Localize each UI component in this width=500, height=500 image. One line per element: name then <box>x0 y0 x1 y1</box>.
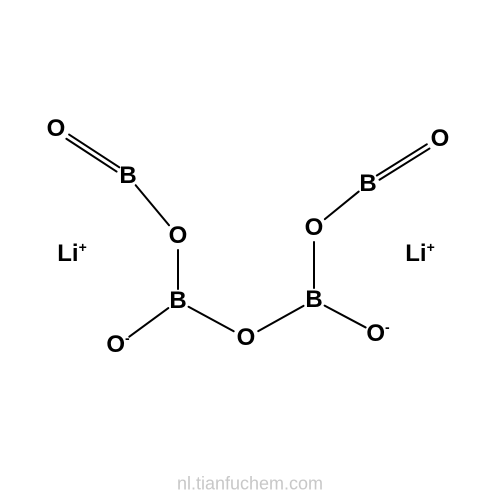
atom-label: B <box>359 170 376 197</box>
bond-line <box>136 185 169 225</box>
atom-Om1: O- <box>106 333 129 357</box>
bond-line <box>189 307 234 332</box>
bond-line <box>377 144 427 175</box>
atom-label: Li <box>57 240 78 267</box>
atom-label: O <box>237 324 256 351</box>
bond-line <box>325 306 366 328</box>
atom-charge: + <box>427 239 435 255</box>
atom-Li2: Li+ <box>405 242 435 266</box>
atom-label: B <box>119 162 136 189</box>
bond-line <box>325 192 359 220</box>
atom-label: O <box>169 222 188 249</box>
atom-charge: - <box>385 319 390 335</box>
atom-label: B <box>305 286 322 313</box>
atom-O3: O <box>237 326 256 350</box>
atom-label: O <box>47 115 66 142</box>
bond-line <box>129 308 168 337</box>
atom-label: B <box>169 287 186 314</box>
atom-label: O <box>106 331 125 358</box>
atom-B3: B <box>305 288 322 312</box>
bond-line <box>66 139 116 172</box>
atom-B4: B <box>359 172 376 196</box>
atom-B2: B <box>169 289 186 313</box>
atom-label: Li <box>405 240 426 267</box>
bond-line <box>258 306 303 331</box>
atom-O4: O <box>305 216 324 240</box>
atom-Om2: O- <box>366 322 389 346</box>
bond-line <box>380 149 430 180</box>
atom-O5: O <box>431 127 450 151</box>
atom-O1: O <box>47 117 66 141</box>
bond-line <box>69 135 119 168</box>
atom-charge: + <box>79 239 87 255</box>
atom-charge: - <box>125 330 130 346</box>
atom-label: O <box>366 320 385 347</box>
atom-B1: B <box>119 164 136 188</box>
watermark-text: nl.tianfuchem.com <box>177 474 323 495</box>
atom-Li1: Li+ <box>57 242 87 266</box>
atom-O2: O <box>169 224 188 248</box>
atom-label: O <box>431 125 450 152</box>
atom-label: O <box>305 214 324 241</box>
